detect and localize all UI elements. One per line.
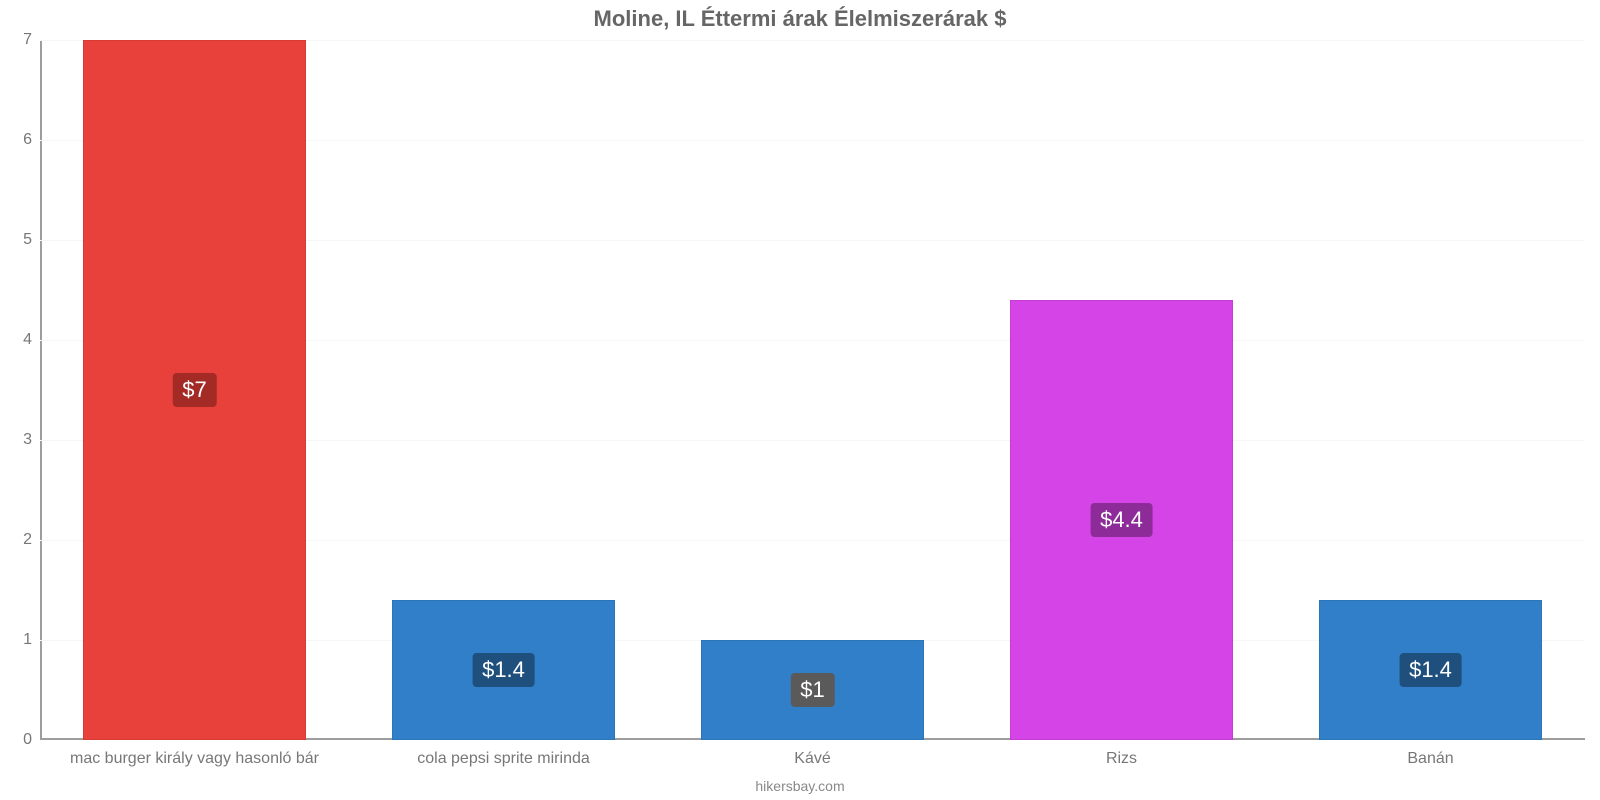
y-tick-label: 2 (23, 531, 40, 549)
y-axis-line (40, 40, 42, 740)
x-tick-label: mac burger király vagy hasonló bár (70, 740, 319, 768)
chart-container: Moline, IL Éttermi árak Élelmiszerárak $… (0, 0, 1600, 800)
bar-value-label: $4.4 (1090, 503, 1153, 537)
y-tick-label: 7 (23, 31, 40, 49)
y-tick-label: 3 (23, 431, 40, 449)
x-tick-label: Banán (1407, 740, 1453, 768)
x-tick-label: cola pepsi sprite mirinda (417, 740, 590, 768)
y-tick-label: 1 (23, 631, 40, 649)
bar-value-label: $1.4 (1399, 653, 1462, 687)
x-tick-label: Rizs (1106, 740, 1137, 768)
y-tick-label: 0 (23, 731, 40, 749)
credit-text: hikersbay.com (0, 778, 1600, 794)
plot-area: 01234567$7mac burger király vagy hasonló… (40, 40, 1585, 740)
y-tick-label: 6 (23, 131, 40, 149)
bar-value-label: $1.4 (472, 653, 535, 687)
y-tick-label: 4 (23, 331, 40, 349)
bar-value-label: $7 (172, 373, 216, 407)
bar-value-label: $1 (790, 673, 834, 707)
chart-title: Moline, IL Éttermi árak Élelmiszerárak $ (0, 6, 1600, 32)
x-tick-label: Kávé (794, 740, 830, 768)
y-tick-label: 5 (23, 231, 40, 249)
